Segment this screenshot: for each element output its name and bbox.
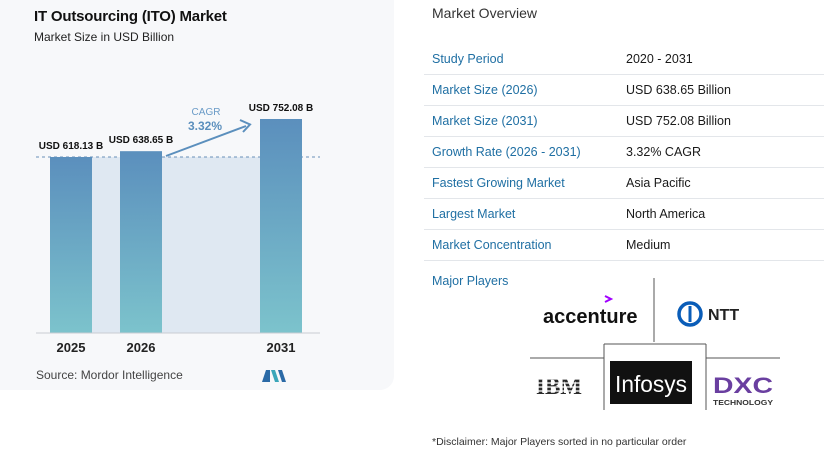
infosys-logo: Infosys <box>610 361 692 404</box>
cagr-arrow <box>165 125 247 157</box>
data-label-2025: USD 618.13 B <box>39 141 103 152</box>
data-label-2026: USD 638.65 B <box>109 135 173 146</box>
x-tick-2026: 2026 <box>127 340 156 355</box>
overview-row: Largest Market North America <box>424 199 824 230</box>
source-note: Source: Mordor Intelligence <box>36 368 183 382</box>
row-value: North America <box>626 207 706 221</box>
overview-row: Market Concentration Medium <box>424 230 824 261</box>
row-label: Fastest Growing Market <box>432 176 565 190</box>
row-label: Market Concentration <box>432 238 552 252</box>
row-value: USD 752.08 Billion <box>626 114 731 128</box>
row-value: 2020 - 2031 <box>626 52 693 66</box>
bar-2031 <box>260 119 302 333</box>
svg-text:DXC: DXC <box>713 373 773 398</box>
row-label: Study Period <box>432 52 504 66</box>
ibm-icon: IBM <box>536 374 598 399</box>
svg-text:TECHNOLOGY: TECHNOLOGY <box>713 400 773 407</box>
chart-card: IT Outsourcing (ITO) Market Market Size … <box>0 0 394 390</box>
overview-row: Growth Rate (2026 - 2031) 3.32% CAGR <box>424 137 824 168</box>
overview-row: Market Size (2031) USD 752.08 Billion <box>424 106 824 137</box>
mordor-logo-icon <box>262 370 286 382</box>
projection-area <box>92 157 260 333</box>
row-value: 3.32% CAGR <box>626 145 702 159</box>
svg-text:accenture: accenture <box>543 306 638 328</box>
overview-row: Fastest Growing Market Asia Pacific <box>424 168 824 199</box>
row-value: Medium <box>626 238 671 252</box>
major-players-title: Major Players <box>432 274 509 288</box>
overview-row: Study Period 2020 - 2031 <box>424 44 824 75</box>
dxc-icon: DXC TECHNOLOGY <box>713 373 773 407</box>
x-tick-2025: 2025 <box>57 340 86 355</box>
row-value: Asia Pacific <box>626 176 691 190</box>
overview-row: Market Size (2026) USD 638.65 Billion <box>424 75 824 106</box>
chart-title: IT Outsourcing (ITO) Market <box>34 8 227 25</box>
bar-2026 <box>120 151 162 333</box>
bar-chart: USD 618.13 B 2025 USD 638.65 B 2026 USD 752.… <box>36 103 320 355</box>
ntt-logo: NTT <box>676 298 760 335</box>
overview-table: Study Period 2020 - 2031 Market Size (20… <box>424 44 824 261</box>
ibm-logo: IBM <box>536 372 600 405</box>
cagr-value: 3.32% <box>188 119 222 133</box>
data-label-2031: USD 752.08 B <box>249 103 313 114</box>
players-grid <box>530 278 780 410</box>
overview-title: Market Overview <box>432 5 538 21</box>
x-tick-2031: 2031 <box>267 340 296 355</box>
cagr-label: CAGR <box>192 107 221 118</box>
ntt-icon: NTT <box>677 301 739 327</box>
dxc-logo: DXC TECHNOLOGY <box>712 371 776 412</box>
cagr-arrow-head <box>239 119 252 133</box>
svg-text:Infosys: Infosys <box>615 371 687 397</box>
row-label: Market Size (2031) <box>432 114 538 128</box>
chart-subtitle: Market Size in USD Billion <box>34 30 175 44</box>
svg-text:NTT: NTT <box>708 307 739 324</box>
row-label: Largest Market <box>432 207 516 221</box>
row-label: Market Size (2026) <box>432 83 538 97</box>
row-value: USD 638.65 Billion <box>626 83 731 97</box>
accenture-logo: accenture <box>542 292 652 337</box>
disclaimer: *Disclaimer: Major Players sorted in no … <box>432 436 687 448</box>
infosys-icon: Infosys <box>615 371 687 397</box>
accenture-icon: accenture <box>543 295 638 328</box>
bar-2025 <box>50 157 92 333</box>
row-label: Growth Rate (2026 - 2031) <box>432 145 581 159</box>
